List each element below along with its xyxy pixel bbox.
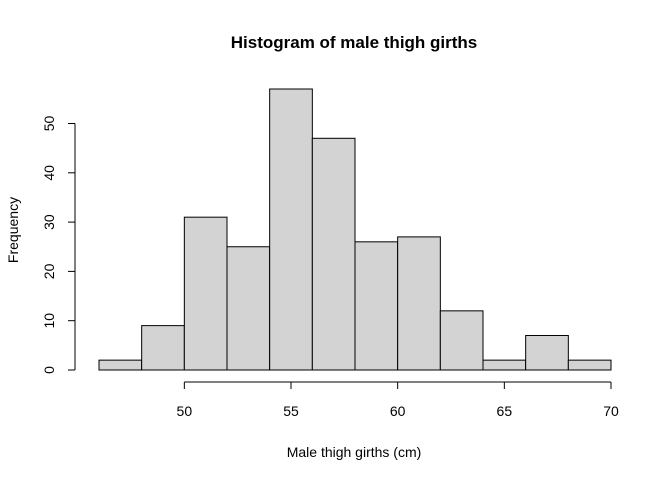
y-tick-label: 10 [41, 313, 57, 329]
histogram-bar [183, 216, 228, 371]
x-axis: 50 55 60 65 70 [177, 381, 619, 419]
bars-group [98, 88, 612, 371]
x-axis-label: Male thigh girths (cm) [287, 444, 422, 460]
histogram-bar [311, 137, 356, 371]
histogram-bar [397, 236, 441, 371]
x-tick-label: 55 [283, 403, 299, 419]
y-tick-label: 20 [41, 263, 57, 279]
x-tick-label: 70 [603, 403, 619, 419]
histogram-bar [226, 246, 271, 371]
histogram-bar [141, 325, 185, 371]
histogram-bar [525, 334, 569, 371]
x-tick-label: 50 [177, 403, 193, 419]
y-tick-label: 0 [41, 366, 57, 374]
histogram-bar [439, 310, 484, 371]
histogram-bar [354, 241, 399, 371]
chart-title: Histogram of male thigh girths [231, 33, 478, 52]
x-tick-label: 60 [390, 403, 406, 419]
y-tick-label: 40 [41, 165, 57, 181]
x-tick-label: 65 [497, 403, 513, 419]
y-axis: 0 10 20 30 40 50 [41, 116, 76, 374]
y-tick-label: 30 [41, 214, 57, 230]
histogram-bar [482, 359, 527, 371]
histogram-bar [98, 359, 143, 371]
histogram-bar [567, 359, 612, 371]
y-axis-label: Frequency [5, 197, 21, 263]
y-tick-label: 50 [41, 116, 57, 132]
histogram-bar [269, 88, 313, 371]
